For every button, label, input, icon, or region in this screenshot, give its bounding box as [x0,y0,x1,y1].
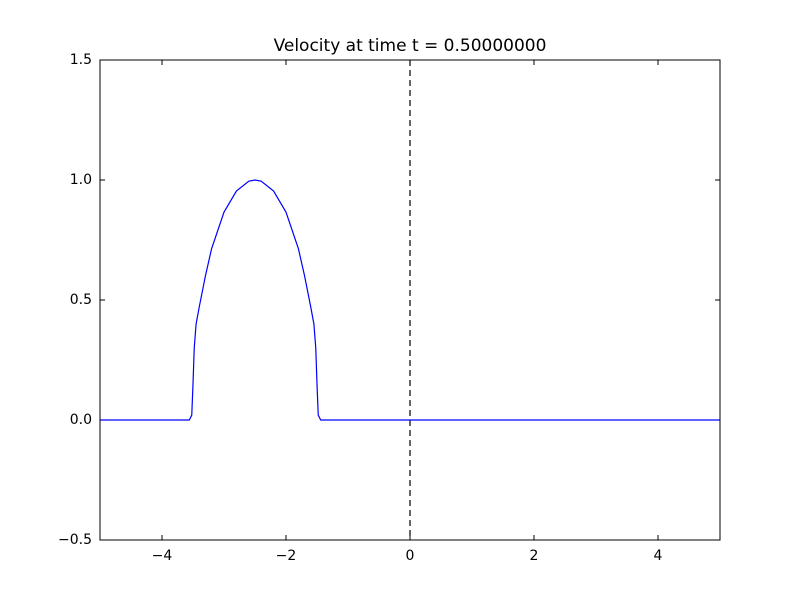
plot-frame [99,59,721,541]
chart-title: Velocity at time t = 0.50000000 [274,36,547,56]
x-tick-label: 4 [654,548,663,564]
x-tick-label: −4 [152,548,173,564]
x-tick-label: 2 [530,548,539,564]
x-tick-label: 0 [406,548,415,564]
y-tick-label: 0.5 [70,292,92,308]
y-tick-label: 0.0 [70,412,92,428]
x-tick-label: −2 [276,548,297,564]
y-tick-label: 1.0 [70,172,92,188]
y-tick-label: −0.5 [58,532,92,548]
line-series [100,179,720,421]
y-tick-label: 1.5 [70,52,92,68]
